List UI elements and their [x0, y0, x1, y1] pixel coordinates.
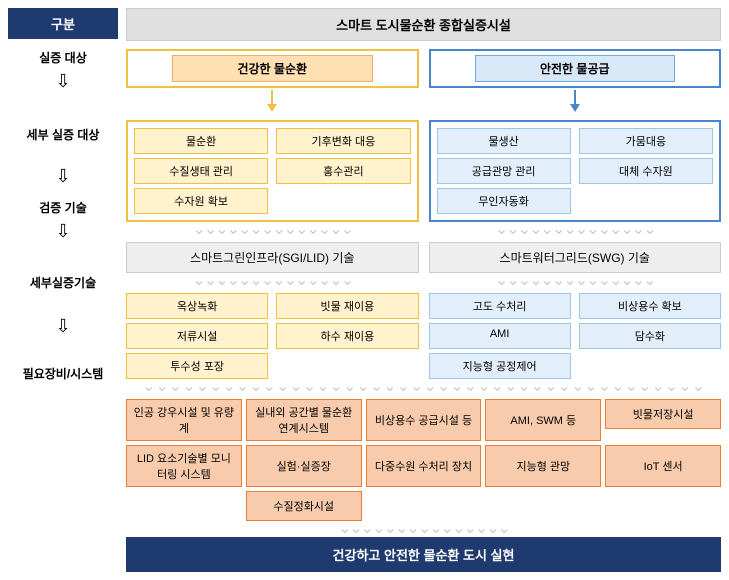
equip-chip: 실험·실증장 — [246, 445, 362, 487]
equip-chip: 인공 강우시설 및 유량계 — [126, 399, 242, 441]
subtarget-chip: 물생산 — [437, 128, 571, 154]
detail-chip: 담수화 — [579, 323, 721, 349]
equip-chip: AMI, SWM 등 — [485, 399, 601, 441]
detail-chip: 하수 재이용 — [276, 323, 418, 349]
arrow-yellow-icon — [262, 90, 282, 114]
subtarget-chip: 대체 수자원 — [579, 158, 713, 184]
equipment-grid: 인공 강우시설 및 유량계 빗물저장시설 실내외 공간별 물순환 연계시스템 비… — [126, 399, 721, 521]
subtarget-panel-right: 물생산 가뭄대응 공급관망 관리 대체 수자원 무인자동화 — [429, 120, 722, 222]
detail-chip: 옥상녹화 — [126, 293, 268, 319]
target-panel-left: 건강한 물순환 — [126, 49, 419, 88]
row-label-5: 필요장비/시스템 — [21, 363, 106, 384]
detail-chip: 지능형 공정제어 — [429, 353, 571, 379]
detail-chip: AMI — [429, 323, 571, 349]
equip-chip: 비상용수 공급시설 등 — [366, 399, 482, 441]
subtarget-row: 물순환 기후변화 대응 수질생태 관리 홍수관리 수자원 확보 물생산 가뭄대응… — [126, 120, 721, 222]
subtarget-chip: 공급관망 관리 — [437, 158, 571, 184]
equip-chip: 실내외 공간별 물순환 연계시스템 — [246, 399, 362, 441]
equip-chip: IoT 센서 — [605, 445, 721, 487]
tech-row: 스마트그린인프라(SGI/LID) 기술 스마트워터그리드(SWG) 기술 — [126, 242, 721, 273]
header-right: 스마트 도시물순환 종합실증시설 — [126, 8, 721, 41]
subtarget-chip: 물순환 — [134, 128, 268, 154]
tech-left: 스마트그린인프라(SGI/LID) 기술 — [126, 242, 419, 273]
subtarget-chip: 수자원 확보 — [134, 188, 268, 214]
arrow-blue-icon — [565, 90, 585, 114]
target-row: 건강한 물순환 안전한 물공급 — [126, 49, 721, 88]
row-label-3: 검증 기술 — [37, 197, 89, 218]
left-arrow-3: ⇩ — [55, 222, 70, 240]
chevron-icon: ⌄⌄⌄⌄⌄⌄⌄⌄⌄⌄⌄⌄⌄⌄ — [429, 226, 722, 234]
chevron-icon: ⌄⌄⌄⌄⌄⌄⌄⌄⌄⌄⌄⌄⌄⌄ — [126, 277, 419, 285]
detail-chip: 저류시설 — [126, 323, 268, 349]
equipment-row: 인공 강우시설 및 유량계 빗물저장시설 실내외 공간별 물순환 연계시스템 비… — [126, 399, 721, 521]
chevron-final-icon: ⌄⌄⌄⌄⌄⌄⌄⌄⌄⌄⌄⌄⌄⌄⌄ — [126, 525, 721, 533]
detail-chip: 고도 수처리 — [429, 293, 571, 319]
left-arrow-1: ⇩ — [55, 72, 70, 90]
detail-chip: 비상용수 확보 — [579, 293, 721, 319]
chevron-row-1: ⌄⌄⌄⌄⌄⌄⌄⌄⌄⌄⌄⌄⌄⌄ ⌄⌄⌄⌄⌄⌄⌄⌄⌄⌄⌄⌄⌄⌄ — [126, 222, 721, 238]
detail-chip: 빗물 재이용 — [276, 293, 418, 319]
subtarget-chip: 가뭄대응 — [579, 128, 713, 154]
connector-row-1 — [126, 88, 721, 116]
final-box: 건강하고 안전한 물순환 도시 실현 — [126, 537, 721, 572]
row-label-4: 세부실증기술 — [28, 272, 98, 293]
subtarget-chip: 수질생태 관리 — [134, 158, 268, 184]
equip-chip: LID 요소기술별 모니터링 시스템 — [126, 445, 242, 487]
subtarget-chip: 기후변화 대응 — [276, 128, 410, 154]
diagram-root: 구분 실증 대상 ⇩ 세부 실증 대상 ⇩ 검증 기술 ⇩ 세부실증기술 ⇩ 필… — [0, 0, 729, 580]
subtarget-grid-left: 물순환 기후변화 대응 수질생태 관리 홍수관리 수자원 확보 — [134, 128, 411, 214]
chevron-wide-icon: ⌄⌄⌄⌄⌄⌄⌄⌄⌄⌄⌄⌄⌄⌄⌄⌄⌄⌄⌄⌄⌄⌄⌄⌄⌄⌄⌄⌄⌄⌄⌄⌄⌄⌄⌄⌄⌄⌄⌄⌄… — [126, 383, 721, 391]
detail-chip: 투수성 포장 — [126, 353, 268, 379]
chevron-row-2: ⌄⌄⌄⌄⌄⌄⌄⌄⌄⌄⌄⌄⌄⌄ ⌄⌄⌄⌄⌄⌄⌄⌄⌄⌄⌄⌄⌄⌄ — [126, 273, 721, 289]
detail-tech-row: 옥상녹화 빗물 재이용 저류시설 하수 재이용 투수성 포장 고도 수처리 비상… — [126, 293, 721, 379]
equip-chip: 수질정화시설 — [246, 491, 362, 521]
detail-grid-left: 옥상녹화 빗물 재이용 저류시설 하수 재이용 투수성 포장 — [126, 293, 419, 379]
left-column: 구분 실증 대상 ⇩ 세부 실증 대상 ⇩ 검증 기술 ⇩ 세부실증기술 ⇩ 필… — [8, 8, 118, 572]
subtarget-chip: 무인자동화 — [437, 188, 571, 214]
equip-chip: 빗물저장시설 — [605, 399, 721, 429]
right-column: 스마트 도시물순환 종합실증시설 건강한 물순환 안전한 물공급 물순환 기후변… — [126, 8, 721, 572]
detail-grid-right: 고도 수처리 비상용수 확보 AMI 담수화 지능형 공정제어 — [429, 293, 722, 379]
row-label-1: 실증 대상 — [37, 47, 89, 68]
chevron-icon: ⌄⌄⌄⌄⌄⌄⌄⌄⌄⌄⌄⌄⌄⌄ — [429, 277, 722, 285]
tech-right: 스마트워터그리드(SWG) 기술 — [429, 242, 722, 273]
target-panel-right: 안전한 물공급 — [429, 49, 722, 88]
equip-chip: 지능형 관망 — [485, 445, 601, 487]
target-left: 건강한 물순환 — [172, 55, 373, 82]
left-arrow-2: ⇩ — [55, 167, 70, 185]
left-arrow-4: ⇩ — [55, 317, 70, 335]
target-right: 안전한 물공급 — [475, 55, 676, 82]
chevron-icon: ⌄⌄⌄⌄⌄⌄⌄⌄⌄⌄⌄⌄⌄⌄ — [126, 226, 419, 234]
header-left: 구분 — [8, 8, 118, 39]
row-label-2: 세부 실증 대상 — [25, 124, 102, 145]
subtarget-chip: 홍수관리 — [276, 158, 410, 184]
equip-chip: 다중수원 수처리 장치 — [366, 445, 482, 487]
subtarget-grid-right: 물생산 가뭄대응 공급관망 관리 대체 수자원 무인자동화 — [437, 128, 714, 214]
subtarget-panel-left: 물순환 기후변화 대응 수질생태 관리 홍수관리 수자원 확보 — [126, 120, 419, 222]
